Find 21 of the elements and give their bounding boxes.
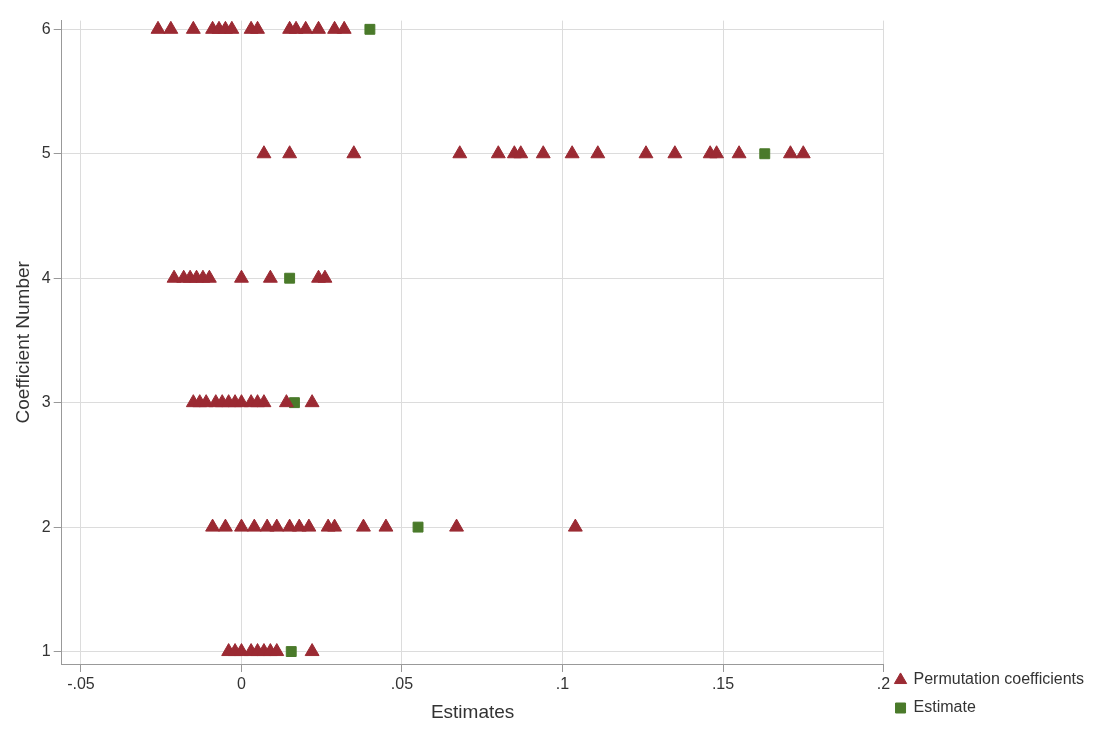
x-tick-label: -.05 <box>67 675 95 693</box>
point <box>759 148 771 160</box>
y-tick-label: 3 <box>41 393 51 411</box>
y-tick-label: 1 <box>41 641 51 659</box>
y-tick-label: 2 <box>41 517 51 535</box>
x-tick-label: .05 <box>390 675 414 693</box>
x-tick-label: .15 <box>711 675 735 693</box>
y-tick-label: 6 <box>41 19 51 37</box>
x-tick-label: 0 <box>237 675 247 693</box>
point <box>284 272 296 284</box>
x-tick-label: .1 <box>555 675 570 693</box>
point <box>412 521 424 533</box>
point <box>285 646 297 658</box>
y-tick-label: 4 <box>41 268 51 286</box>
legend-label: Estimate <box>913 698 976 716</box>
legend-label: Permutation coefficients <box>913 670 1085 688</box>
y-tick-label: 5 <box>41 144 51 162</box>
x-tick-label: .2 <box>876 675 891 693</box>
x-axis-title: Estimates <box>430 700 515 722</box>
y-axis-title: Coefficient Number <box>11 260 33 424</box>
point <box>364 23 376 35</box>
